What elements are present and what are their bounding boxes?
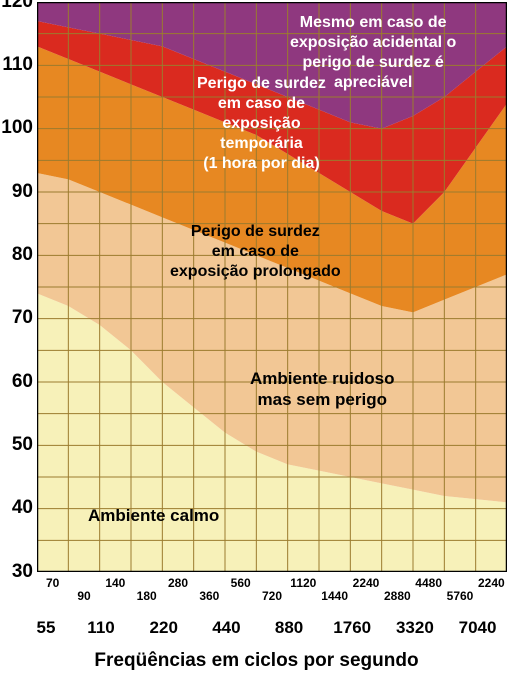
x-axis-title: Freqüências em ciclos por segundo xyxy=(0,650,513,672)
x-major-110: 110 xyxy=(87,618,114,638)
x-major-440: 440 xyxy=(212,618,240,638)
y-tick-90: 90 xyxy=(12,181,33,203)
x-minor-5760-13: 5760 xyxy=(447,589,474,603)
x-major-7040: 7040 xyxy=(459,618,497,638)
x-major-55: 55 xyxy=(36,618,55,638)
x-minor-90-1: 90 xyxy=(77,589,90,603)
x-minor-360-5: 360 xyxy=(199,589,219,603)
x-minor-560-6: 560 xyxy=(231,576,251,590)
chart-plot xyxy=(37,2,507,572)
x-minor-4480-12: 4480 xyxy=(415,576,442,590)
x-major-880: 880 xyxy=(275,618,303,638)
y-tick-60: 60 xyxy=(12,371,33,393)
y-tick-70: 70 xyxy=(12,307,33,329)
x-minor-280-4: 280 xyxy=(168,576,188,590)
x-minor-1440-9: 1440 xyxy=(321,589,348,603)
y-tick-110: 110 xyxy=(2,54,33,76)
x-major-1760: 1760 xyxy=(333,618,371,638)
noise-exposure-chart: 30 40 50 60 70 80 90 100 110 120 70 90 140 180 280 360 5… xyxy=(0,0,513,680)
x-minor-2240-10: 2240 xyxy=(353,576,380,590)
x-minor-1120-8: 1120 xyxy=(290,576,316,590)
y-tick-120: 120 xyxy=(1,0,33,13)
y-tick-30: 30 xyxy=(12,561,33,583)
x-minor-70-0: 70 xyxy=(46,576,59,590)
x-minor-720-7: 720 xyxy=(262,589,282,603)
y-tick-80: 80 xyxy=(12,244,33,266)
x-minor-2240-14: 2240 xyxy=(478,576,505,590)
x-minor-140-2: 140 xyxy=(105,576,125,590)
x-major-3320: 3320 xyxy=(396,618,434,638)
x-minor-2880-11: 2880 xyxy=(384,589,411,603)
y-tick-100: 100 xyxy=(1,117,33,139)
x-minor-180-3: 180 xyxy=(137,589,157,603)
y-tick-40: 40 xyxy=(12,497,33,519)
x-major-220: 220 xyxy=(150,618,178,638)
y-tick-50: 50 xyxy=(12,434,33,456)
